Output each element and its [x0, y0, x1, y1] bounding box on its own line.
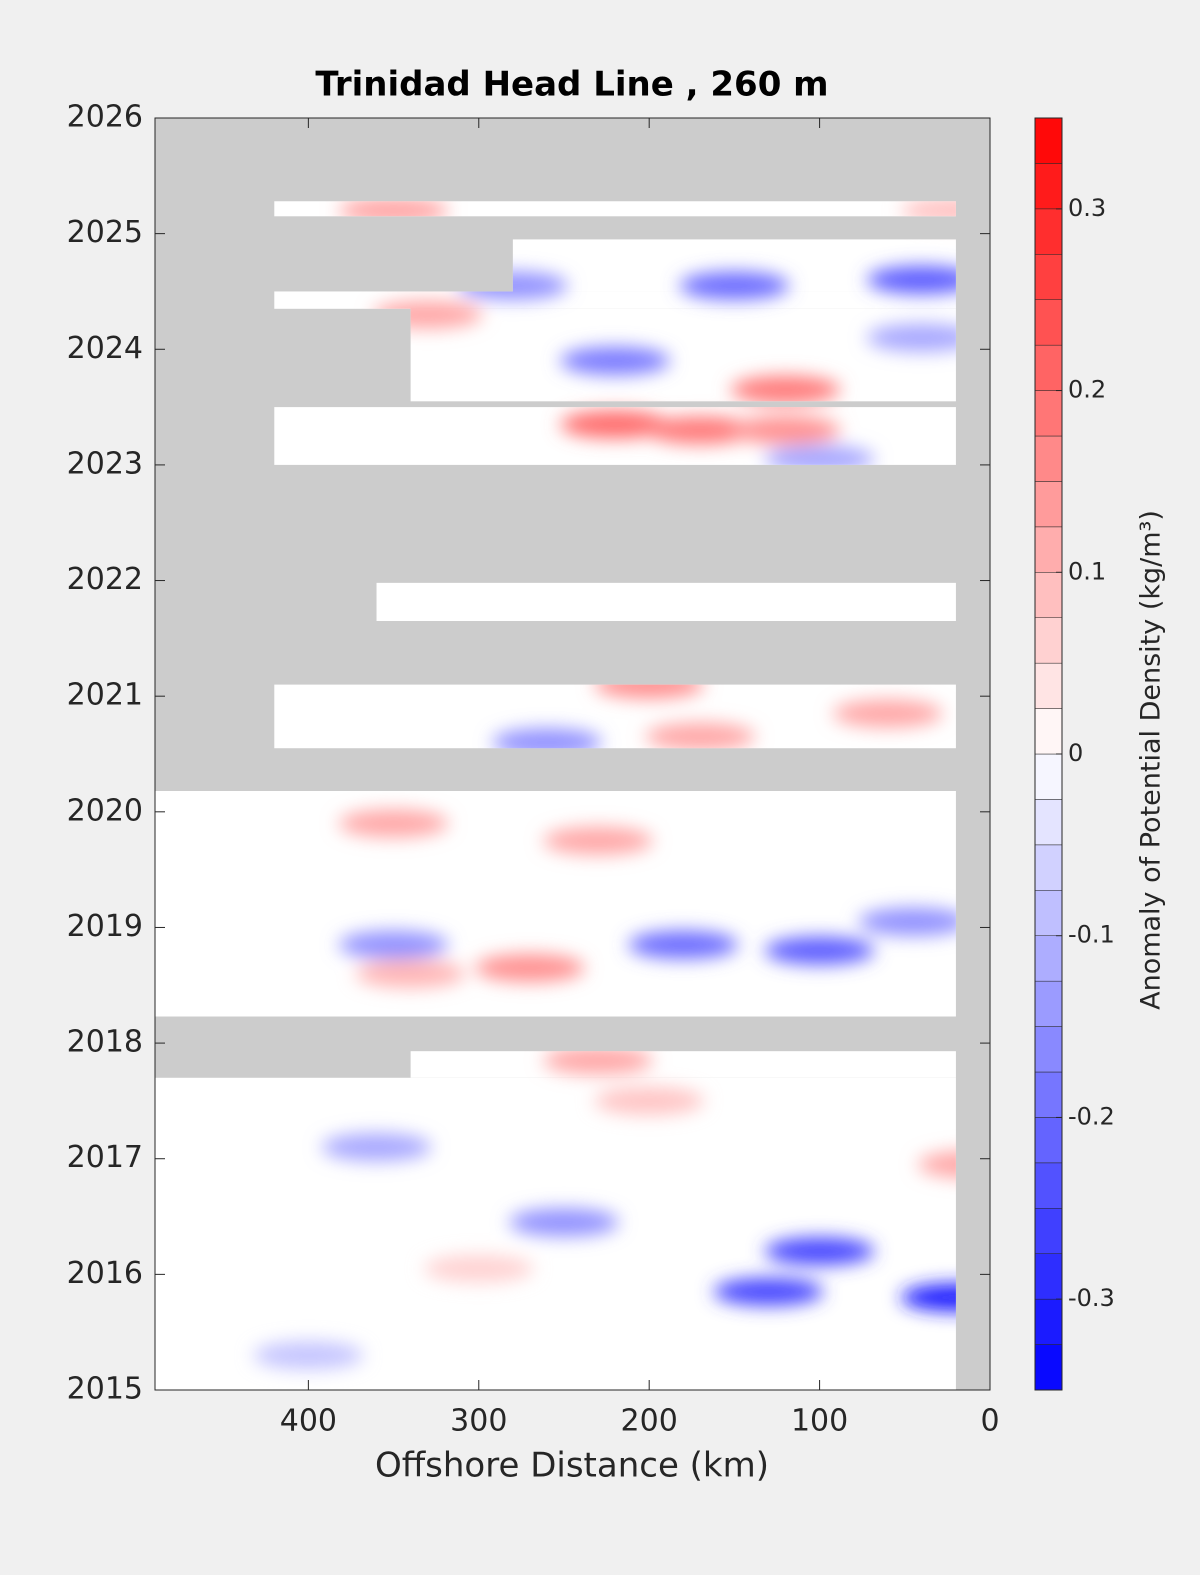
y-tick-label: 2019 [67, 909, 143, 944]
anomaly-field [253, 201, 956, 1370]
colorbar-swatch [1034, 1117, 1063, 1164]
y-tick-label: 2016 [67, 1256, 143, 1291]
colorbar-tick-label: 0 [1068, 739, 1083, 767]
data-coverage [410, 1051, 956, 1078]
data-coverage [410, 308, 956, 402]
anomaly-feature [866, 265, 956, 294]
colorbar-swatch [1034, 208, 1063, 255]
colorbar-tick-label: -0.1 [1068, 921, 1115, 949]
colorbar-swatch [1034, 1026, 1063, 1073]
y-tick-label: 2017 [67, 1140, 143, 1175]
colorbar-tick-label: -0.3 [1068, 1284, 1115, 1312]
x-axis-label: Offshore Distance (km) [375, 1446, 769, 1486]
plot-frame [154, 117, 991, 1391]
anomaly-feature [594, 1086, 705, 1115]
anomaly-feature [423, 1254, 534, 1283]
colorbar-swatch [1034, 344, 1063, 391]
colorbar-tick-label: 0.3 [1068, 194, 1106, 222]
colorbar-swatch [1034, 708, 1063, 755]
anomaly-feature [508, 1208, 619, 1237]
colorbar-swatch [1034, 662, 1063, 709]
y-tick-label: 2023 [67, 446, 143, 481]
anomaly-feature [730, 375, 841, 404]
colorbar-swatch [1034, 299, 1063, 346]
colorbar-swatch [1034, 1344, 1063, 1391]
anomaly-feature [679, 271, 790, 300]
anomaly-feature [253, 1341, 364, 1370]
anomaly-feature [764, 1237, 875, 1266]
anomaly-feature [543, 1046, 654, 1075]
anomaly-feature [628, 930, 739, 959]
colorbar-swatch [1034, 117, 1063, 164]
y-tick-label: 2024 [67, 331, 143, 366]
colorbar-swatch [1034, 617, 1063, 664]
colorbar-swatch [1034, 980, 1063, 1027]
colorbar-swatch [1034, 753, 1063, 800]
anomaly-feature [321, 1133, 432, 1162]
colorbar-swatch [1034, 526, 1063, 573]
colorbar-tick-label: 0.1 [1068, 557, 1106, 585]
colorbar-tick-label: -0.2 [1068, 1102, 1115, 1130]
colorbar-swatch [1034, 1071, 1063, 1118]
anomaly-feature [730, 416, 841, 445]
colorbar-swatch [1034, 390, 1063, 437]
colorbar-swatch [1034, 1298, 1063, 1345]
colorbar-tick-label: 0.2 [1068, 376, 1106, 404]
y-tick-label: 2026 [67, 100, 143, 135]
anomaly-feature [858, 907, 956, 936]
data-coverage [155, 791, 956, 1017]
y-tick-label: 2020 [67, 793, 143, 828]
anomaly-feature [560, 410, 671, 439]
anomaly-feature [355, 959, 466, 988]
anomaly-feature [474, 953, 585, 982]
y-tick-label: 2022 [67, 562, 143, 597]
colorbar-swatch [1034, 435, 1063, 482]
y-tick-label: 2021 [67, 678, 143, 713]
x-tick-label: 200 [621, 1404, 678, 1439]
colorbar-label: Anomaly of Potential Density (kg/m³) [1136, 510, 1167, 1010]
chart-title: Trinidad Head Line , 260 m [315, 65, 828, 105]
y-tick-label: 2015 [67, 1372, 143, 1407]
colorbar-swatch [1034, 1208, 1063, 1254]
anomaly-feature [713, 1277, 824, 1306]
colorbar-swatch [1034, 1253, 1063, 1300]
data-coverage [274, 291, 956, 309]
x-tick-label: 100 [791, 1404, 848, 1439]
anomaly-feature [543, 826, 654, 855]
y-tick-label: 2025 [67, 215, 143, 250]
anomaly-feature [645, 722, 756, 751]
colorbar-swatch [1034, 572, 1063, 618]
colorbar-swatch [1034, 890, 1063, 936]
colorbar-swatch [1034, 799, 1063, 846]
anomaly-feature [338, 809, 449, 838]
x-tick-label: 400 [280, 1404, 337, 1439]
colorbar-swatch [1034, 254, 1063, 300]
anomaly-feature [832, 699, 943, 728]
colorbar-swatch [1034, 481, 1063, 528]
colorbar-swatch [1034, 935, 1063, 982]
colorbar-swatch [1034, 844, 1063, 891]
data-coverage [376, 582, 956, 622]
anomaly-feature [917, 1150, 956, 1179]
anomaly-feature [645, 416, 756, 445]
anomaly-feature [338, 930, 449, 959]
anomaly-feature [900, 1283, 956, 1312]
y-tick-label: 2018 [67, 1025, 143, 1060]
x-tick-label: 300 [450, 1404, 507, 1439]
anomaly-feature [866, 323, 956, 352]
colorbar-swatch [1034, 163, 1063, 210]
anomaly-feature [764, 936, 875, 965]
anomaly-feature [560, 346, 671, 375]
colorbar-swatch [1034, 1162, 1063, 1209]
anomaly-blobs [253, 201, 956, 1370]
x-tick-label: 0 [980, 1404, 999, 1439]
